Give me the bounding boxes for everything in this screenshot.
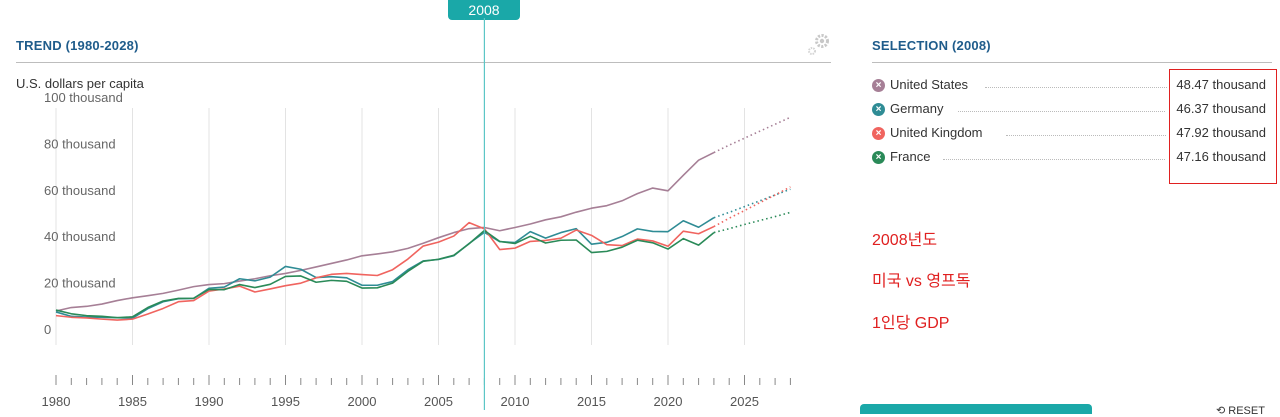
y-tick-label: 80 thousand: [44, 136, 116, 151]
leader-dots: [943, 159, 1165, 160]
selection-country-name: United Kingdom: [890, 125, 983, 140]
selection-country-name: Germany: [890, 101, 944, 116]
selection-row-united-kingdom[interactable]: × United Kingdom 47.92 thousand: [872, 124, 1272, 144]
series-line-germany: [55, 217, 715, 319]
selection-row-germany[interactable]: × Germany 46.37 thousand: [872, 100, 1272, 120]
x-tick-label: 1995: [271, 394, 300, 409]
annotation-year: 2008년도: [872, 232, 938, 249]
x-tick-label: 2005: [424, 394, 453, 409]
series-forecast-united-kingdom: [713, 186, 791, 228]
highlight-box: [1169, 69, 1277, 184]
trend-line-chart: 0 20 thousand 40 thousand 60 thousand 80 tho…: [42, 18, 791, 410]
leader-dots: [1006, 135, 1166, 136]
selection-title-divider: [872, 62, 1272, 63]
chart-series: [55, 116, 791, 321]
x-tick-label: 2025: [730, 394, 759, 409]
y-tick-label: 0: [44, 322, 51, 337]
series-forecast-france: [713, 211, 791, 234]
x-tick-label: 2010: [501, 394, 530, 409]
remove-icon[interactable]: ×: [872, 151, 885, 164]
y-axis-units-label: U.S. dollars per capita: [16, 76, 144, 91]
chart-axes: 0 20 thousand 40 thousand 60 thousand 80 tho…: [42, 90, 791, 409]
gear-icon[interactable]: [806, 32, 832, 56]
y-tick-label: 40 thousand: [44, 229, 116, 244]
selection-row-france[interactable]: × France 47.16 thousand: [872, 148, 1272, 168]
x-tick-label: 2015: [577, 394, 606, 409]
remove-icon[interactable]: ×: [872, 127, 885, 140]
selection-country-name: United States: [890, 77, 969, 92]
selection-value: 46.37 thousand: [1176, 101, 1266, 116]
selection-row-united-states[interactable]: × United States 48.47 thousand: [872, 76, 1272, 96]
remove-icon[interactable]: ×: [872, 79, 885, 92]
series-forecast-united-states: [713, 116, 791, 154]
leader-dots: [985, 87, 1167, 88]
reset-button[interactable]: ⟲ RESET: [1216, 405, 1265, 417]
selection-value: 48.47 thousand: [1176, 77, 1266, 92]
x-tick-label: 1990: [195, 394, 224, 409]
x-tick-label: 2000: [348, 394, 377, 409]
y-tick-label: 20 thousand: [44, 276, 116, 291]
trend-panel-title: TREND (1980-2028): [16, 38, 139, 53]
y-tick-label: 100 thousand: [44, 90, 123, 105]
selected-year-marker[interactable]: 2008: [448, 0, 520, 20]
annotation-metric: 1인당 GDP: [872, 315, 950, 332]
selection-value: 47.16 thousand: [1176, 149, 1266, 164]
series-line-united-states: [55, 151, 715, 312]
trend-title-divider: [16, 62, 831, 63]
selection-panel-title: SELECTION (2008): [872, 38, 991, 53]
series-line-united-kingdom: [55, 221, 715, 321]
x-tick-label: 1980: [42, 394, 71, 409]
x-tick-label: 1985: [118, 394, 147, 409]
y-tick-label: 60 thousand: [44, 183, 116, 198]
remove-icon[interactable]: ×: [872, 103, 885, 116]
selection-value: 47.92 thousand: [1176, 125, 1266, 140]
series-forecast-germany: [713, 188, 791, 219]
x-tick-label: 2020: [654, 394, 683, 409]
selection-country-name: France: [890, 149, 931, 164]
annotation-comparison: 미국 vs 영프독: [872, 273, 971, 290]
leader-dots: [958, 111, 1165, 112]
action-button[interactable]: [860, 404, 1092, 414]
series-line-france: [55, 229, 715, 319]
chart-gridlines: [55, 108, 745, 345]
